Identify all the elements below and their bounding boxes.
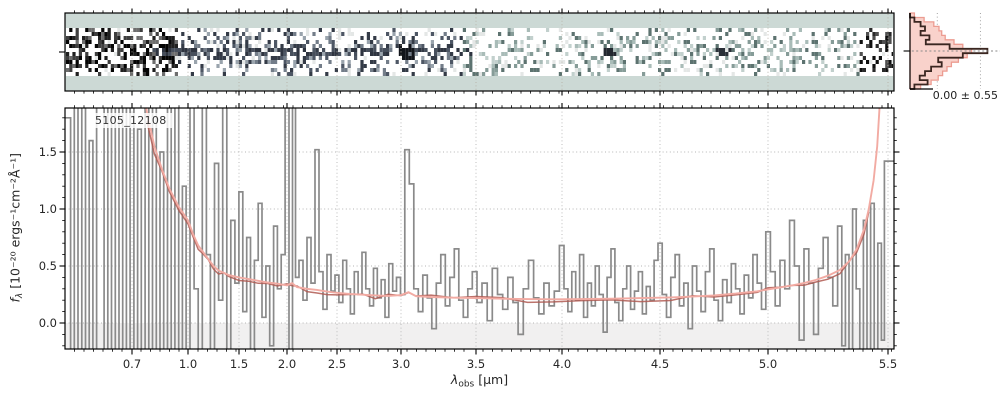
noise-pixels — [66, 28, 893, 76]
x-tick-label: 5.5 — [879, 357, 897, 371]
x-tick-labels: 0.7 1.0 1.5 2.0 2.5 3.0 3.5 4.0 4.5 5.0 5.5 — [123, 357, 897, 371]
main-gridlines — [65, 108, 894, 349]
x-axis-label-symbol: λ — [450, 372, 459, 387]
spectrum-1d-panel — [64, 107, 895, 350]
y-axis-label: fλ [10⁻²⁰ ergs⁻¹cm⁻²Å⁻¹] — [7, 108, 25, 348]
x-axis-label: λobs [μm] — [65, 372, 894, 390]
x-tick-label: 1.0 — [179, 357, 197, 371]
object-id-label: 5105_12108 — [90, 113, 172, 128]
x-tick-label: 0.7 — [123, 357, 141, 371]
residual-histogram-panel — [903, 12, 1000, 90]
y-tick-labels: 0.0 0.5 1.0 1.5 — [39, 145, 57, 330]
y-axis-label-symbol: f — [7, 298, 23, 303]
main-axis-ticks — [59, 103, 900, 355]
x-axis-label-subscript: obs — [458, 379, 475, 390]
spectrum-2d-panel — [64, 12, 895, 92]
y-axis-label-subscript: λ — [14, 292, 25, 299]
y-tick-label: 1.0 — [39, 202, 57, 216]
x-tick-label: 3.0 — [392, 357, 410, 371]
histogram-pink-fill — [910, 13, 972, 89]
x-tick-label: 2.5 — [328, 357, 346, 371]
y-tick-label: 1.5 — [39, 145, 57, 159]
x-tick-label: 1.5 — [230, 357, 248, 371]
flux-line — [65, 108, 894, 349]
below-zero-band — [65, 323, 894, 349]
y-tick-label: 0.0 — [39, 316, 57, 330]
x-tick-label: 4.0 — [553, 357, 571, 371]
x-tick-label: 4.5 — [651, 357, 669, 371]
x-tick-label: 5.0 — [759, 357, 777, 371]
x-axis-label-units: [μm] — [474, 372, 509, 387]
histogram-stats-label: 0.00 ± 0.55 — [932, 89, 998, 102]
panel-2d-gridlines — [131, 14, 889, 90]
y-tick-label: 0.5 — [39, 259, 57, 273]
uncertainty-line — [145, 108, 881, 301]
x-tick-label: 2.0 — [278, 357, 296, 371]
panel-2d-ticks — [59, 8, 892, 96]
x-tick-label: 3.5 — [467, 357, 485, 371]
y-axis-label-units: [10⁻²⁰ ergs⁻¹cm⁻²Å⁻¹] — [7, 153, 23, 293]
